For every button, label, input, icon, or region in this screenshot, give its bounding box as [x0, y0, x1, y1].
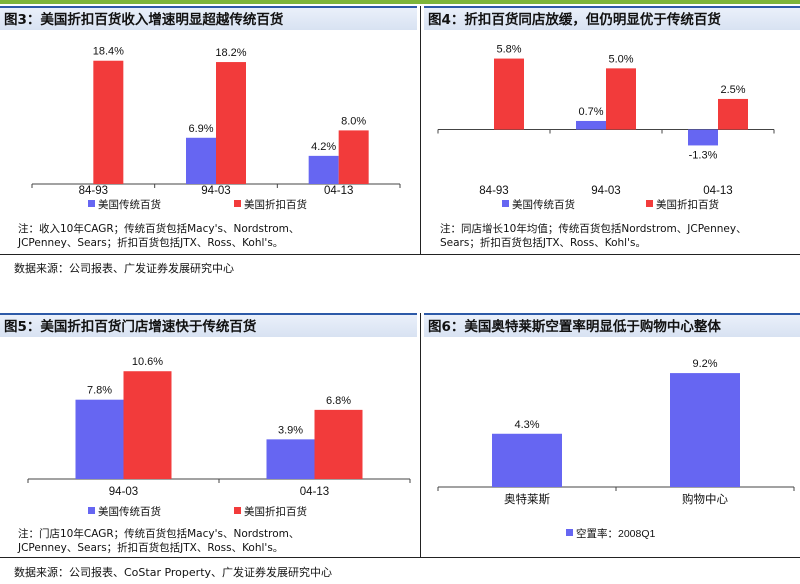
fig6-category-label: 奥特莱斯	[504, 492, 550, 506]
fig4-legend-label: 美国传统百货	[512, 198, 575, 211]
fig3-legend-label: 美国折扣百货	[244, 198, 307, 211]
fig4-legend-swatch	[646, 200, 653, 207]
fig4-category-label: 94-03	[591, 185, 620, 197]
fig4-bar	[688, 129, 718, 146]
fig5-bar	[75, 399, 124, 479]
fig4-bar	[718, 98, 748, 130]
fig3-data-label: 18.2%	[215, 47, 246, 59]
fig5-legend-label: 美国折扣百货	[244, 505, 307, 518]
fig4-legend-label: 美国折扣百货	[656, 198, 719, 211]
fig4-bar	[606, 68, 636, 130]
fig6-bar	[670, 373, 740, 487]
fig3-note: 注：收入10年CAGR；传统百货包括Macy's、Nordstrom、 JCPe…	[18, 222, 299, 250]
fig5-legend-swatch	[88, 507, 95, 514]
bottom-column-divider	[420, 313, 421, 557]
fig6-data-label: 4.3%	[514, 419, 539, 431]
fig4-bar	[494, 58, 524, 130]
fig3-data-label: 8.0%	[341, 115, 366, 127]
fig6-bar	[492, 433, 562, 487]
fig4-note-line: 注：同店增长10年均值；传统百货包括Nordstrom、JCPenney、	[440, 223, 747, 235]
fig5-bar	[123, 371, 172, 479]
fig3-legend-swatch	[88, 200, 95, 207]
fig3-bar	[308, 155, 339, 184]
fig3-legend-swatch	[234, 200, 241, 207]
fig5-data-label: 6.8%	[326, 395, 351, 407]
bottom-section-rule	[0, 557, 800, 558]
fig4-data-label: -1.3%	[689, 149, 718, 161]
fig6-category-label: 购物中心	[682, 492, 728, 506]
fig3-data-label: 18.4%	[93, 46, 124, 58]
fig4-bar	[576, 120, 606, 130]
top-section-rule	[0, 254, 800, 255]
fig4-data-label: 2.5%	[720, 84, 745, 96]
fig4-data-label: 5.0%	[608, 53, 633, 65]
top-column-divider	[420, 6, 421, 254]
fig3-legend-label: 美国传统百货	[98, 198, 161, 211]
fig5-title: 图5：美国折扣百货门店增速快于传统百货	[0, 313, 417, 337]
fig6-legend-label: 空置率：2008Q1	[576, 527, 656, 540]
fig5-note-line: 注：门店10年CAGR；传统百货包括Macy's、Nordstrom、	[18, 528, 300, 540]
fig4-category-label: 84-93	[479, 185, 508, 197]
top-accent-bar	[0, 0, 800, 4]
fig5-note: 注：门店10年CAGR；传统百货包括Macy's、Nordstrom、 JCPe…	[18, 527, 299, 555]
fig3-bar	[93, 60, 124, 184]
fig4-data-label: 5.8%	[496, 44, 521, 56]
fig3-chart: 18.4% 84-93 6.9% 18.2% 94-03 4.2% 8.0% 04-13 美国传…	[31, 46, 401, 211]
fig5-category-label: 94-03	[109, 486, 138, 498]
fig3-category-label: 04-13	[324, 185, 353, 197]
fig4-category-label: 04-13	[703, 185, 732, 197]
fig6-data-label: 9.2%	[692, 358, 717, 370]
fig5-data-label: 3.9%	[278, 424, 303, 436]
fig4-data-label: 0.7%	[578, 106, 603, 118]
fig3-data-label: 6.9%	[188, 123, 213, 135]
source-top: 数据来源：公司报表、广发证券发展研究中心	[14, 262, 234, 275]
fig3-note-line: JCPenney、Sears；折扣百货包括JTX、Ross、Kohl's。	[18, 237, 284, 249]
fig6-title: 图6：美国奥特莱斯空置率明显低于购物中心整体	[424, 313, 800, 337]
fig4-note: 注：同店增长10年均值；传统百货包括Nordstrom、JCPenney、 Se…	[440, 222, 747, 250]
fig5-chart: 7.8% 10.6% 94-03 3.9% 6.8% 04-13 美国传统百货 美国折扣百货	[27, 356, 411, 518]
fig5-legend-swatch	[234, 507, 241, 514]
fig4-legend-swatch	[502, 200, 509, 207]
fig5-data-label: 7.8%	[87, 385, 112, 397]
fig3-bar	[186, 137, 216, 184]
fig6-legend-swatch	[566, 529, 573, 536]
fig5-bar	[314, 409, 363, 479]
fig4-note-line: Sears；折扣百货包括JTX、Ross、Kohl's。	[440, 237, 646, 249]
fig3-category-label: 84-93	[79, 185, 108, 197]
fig5-bar	[266, 439, 315, 479]
fig5-data-label: 10.6%	[132, 356, 163, 368]
fig4-title: 图4：折扣百货同店放缓，但仍明显优于传统百货	[424, 6, 800, 30]
fig3-bar	[338, 130, 369, 184]
fig3-bar	[216, 62, 246, 184]
fig5-legend-label: 美国传统百货	[98, 505, 161, 518]
fig3-category-label: 94-03	[201, 185, 230, 197]
fig3-note-line: 注：收入10年CAGR；传统百货包括Macy's、Nordstrom、	[18, 223, 300, 235]
fig3-data-label: 4.2%	[311, 141, 336, 153]
fig5-note-line: JCPenney、Sears；折扣百货包括JTX、Ross、Kohl's。	[18, 542, 284, 554]
source-bottom: 数据来源：公司报表、CoStar Property、广发证券发展研究中心	[14, 566, 333, 579]
fig5-category-label: 04-13	[300, 486, 329, 498]
fig3-title: 图3：美国折扣百货收入增速明显超越传统百货	[0, 6, 417, 30]
fig4-chart: 5.8% 84-93 0.7% 5.0% 94-03 -1.3% 2.5% 04-13 美国传统…	[437, 44, 775, 211]
